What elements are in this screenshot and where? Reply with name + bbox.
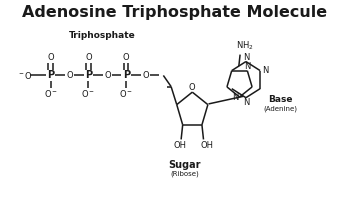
Text: $^-$O: $^-$O xyxy=(17,70,33,81)
Text: OH: OH xyxy=(173,141,186,150)
Text: O: O xyxy=(47,53,54,62)
Text: O: O xyxy=(104,71,111,80)
Text: P: P xyxy=(47,70,54,80)
Text: O: O xyxy=(189,83,196,92)
Text: O: O xyxy=(85,53,92,62)
Text: (Adenine): (Adenine) xyxy=(264,106,298,112)
Text: O: O xyxy=(123,53,130,62)
Text: Adenosine Triphosphate Molecule: Adenosine Triphosphate Molecule xyxy=(22,5,328,20)
Text: O: O xyxy=(142,71,149,80)
Text: Triphosphate: Triphosphate xyxy=(69,31,136,40)
Text: N: N xyxy=(243,52,249,62)
Text: O$^-$: O$^-$ xyxy=(44,88,58,99)
Text: P: P xyxy=(122,70,130,80)
Text: NH$_2$: NH$_2$ xyxy=(236,40,254,52)
Text: O$^-$: O$^-$ xyxy=(119,88,133,99)
Text: N: N xyxy=(244,62,251,71)
Text: O$^-$: O$^-$ xyxy=(82,88,96,99)
Text: N: N xyxy=(262,66,268,75)
Text: OH: OH xyxy=(201,141,214,150)
Text: (Ribose): (Ribose) xyxy=(170,171,199,177)
Text: O: O xyxy=(66,71,73,80)
Text: Sugar: Sugar xyxy=(168,160,201,170)
Text: N: N xyxy=(232,92,238,101)
Text: Base: Base xyxy=(268,95,293,104)
Text: N: N xyxy=(243,98,249,107)
Text: P: P xyxy=(85,70,92,80)
